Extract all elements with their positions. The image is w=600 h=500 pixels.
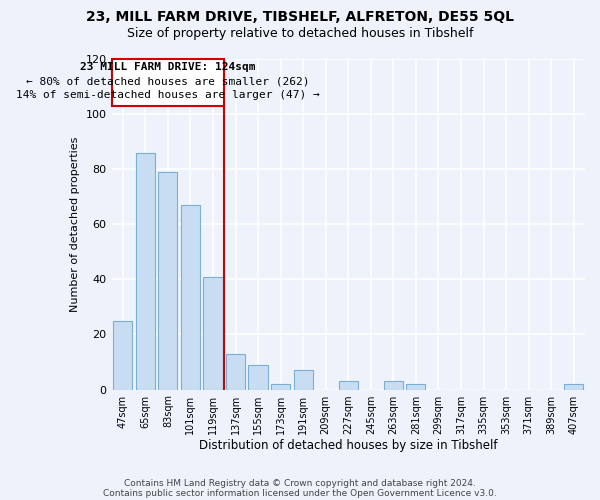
Bar bbox=[406, 384, 425, 390]
Text: Contains HM Land Registry data © Crown copyright and database right 2024.: Contains HM Land Registry data © Crown c… bbox=[124, 478, 476, 488]
Bar bbox=[203, 276, 223, 390]
Text: Size of property relative to detached houses in Tibshelf: Size of property relative to detached ho… bbox=[127, 28, 473, 40]
Bar bbox=[564, 384, 583, 390]
Bar bbox=[384, 382, 403, 390]
Bar bbox=[271, 384, 290, 390]
Bar bbox=[293, 370, 313, 390]
Bar bbox=[136, 152, 155, 390]
Bar bbox=[181, 205, 200, 390]
Text: ← 80% of detached houses are smaller (262): ← 80% of detached houses are smaller (26… bbox=[26, 76, 310, 86]
Text: 14% of semi-detached houses are larger (47) →: 14% of semi-detached houses are larger (… bbox=[16, 90, 320, 100]
Bar bbox=[248, 365, 268, 390]
Bar bbox=[338, 382, 358, 390]
Bar bbox=[158, 172, 178, 390]
Text: 23, MILL FARM DRIVE, TIBSHELF, ALFRETON, DE55 5QL: 23, MILL FARM DRIVE, TIBSHELF, ALFRETON,… bbox=[86, 10, 514, 24]
Text: 23 MILL FARM DRIVE: 124sqm: 23 MILL FARM DRIVE: 124sqm bbox=[80, 62, 256, 72]
Bar bbox=[226, 354, 245, 390]
Bar bbox=[113, 320, 133, 390]
Text: Contains public sector information licensed under the Open Government Licence v3: Contains public sector information licen… bbox=[103, 488, 497, 498]
Y-axis label: Number of detached properties: Number of detached properties bbox=[70, 136, 80, 312]
X-axis label: Distribution of detached houses by size in Tibshelf: Distribution of detached houses by size … bbox=[199, 440, 497, 452]
Bar bbox=[112, 59, 224, 106]
